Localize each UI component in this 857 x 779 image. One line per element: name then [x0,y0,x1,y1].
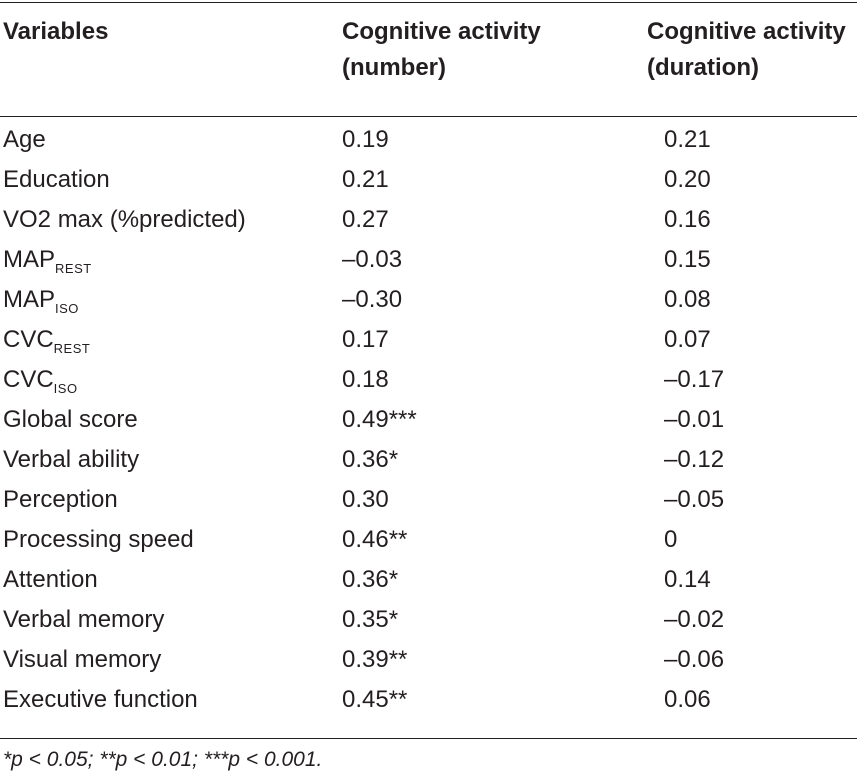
header-cognitive-number-line1: Cognitive activity [342,18,541,45]
variable-name: VO2 max (%predicted) [3,206,246,233]
variable-subscript: REST [53,341,91,356]
variable-name: Processing speed [3,526,194,553]
cell-duration: 0.20 [664,166,711,193]
cell-variable: Age [3,120,46,160]
cell-number: 0.19 [342,126,389,153]
table-row: Visual memory 0.39** –0.06 [0,640,857,680]
cell-variable: Education [3,160,110,200]
cell-number: 0.36* [342,566,399,593]
variable-name: MAP [3,246,56,273]
cell-number: 0.36* [342,446,399,473]
header-cognitive-number-line2: (number) [342,54,446,81]
table-row: Verbal memory 0.35* –0.02 [0,600,857,640]
cell-duration: –0.17 [664,366,725,393]
variable-name: Global score [3,406,138,433]
header-rule [0,116,857,117]
table-footnote: *p < 0.05; **p < 0.01; ***p < 0.001. [3,748,323,771]
header-cognitive-number: Cognitive activity (number) [342,14,541,86]
cell-duration: –0.06 [664,646,725,673]
variable-name: CVC [3,326,54,353]
cell-number: –0.03 [342,246,403,273]
table-row: MAPISO –0.30 0.08 [0,280,857,320]
table-row: MAPREST –0.03 0.15 [0,240,857,280]
cell-variable: Processing speed [3,520,194,560]
variable-subscript: ISO [53,381,78,396]
cell-variable: Perception [3,480,118,520]
table-row: Attention 0.36* 0.14 [0,560,857,600]
cell-duration: –0.12 [664,446,725,473]
table-row: Verbal ability 0.36* –0.12 [0,440,857,480]
cell-duration: 0 [664,526,678,553]
variable-name: MAP [3,286,56,313]
table-row: Processing speed 0.46** 0 [0,520,857,560]
cell-number: 0.21 [342,166,389,193]
top-rule [0,2,857,3]
cell-variable: Global score [3,400,138,440]
cell-number: –0.30 [342,286,403,313]
cell-number: 0.17 [342,326,389,353]
cell-duration: 0.14 [664,566,711,593]
cell-number: 0.39** [342,646,408,673]
cell-duration: 0.08 [664,286,711,313]
cell-duration: –0.05 [664,486,725,513]
cell-number: 0.30 [342,486,389,513]
table-body: Age 0.19 0.21 Education 0.21 0.20 VO2 max (%pr… [0,120,857,720]
table-row: CVCREST 0.17 0.07 [0,320,857,360]
table-header: Variables Cognitive activity (number) Co… [0,14,857,104]
table-row: CVCISO 0.18 –0.17 [0,360,857,400]
variable-name: CVC [3,366,54,393]
cell-number: 0.49*** [342,406,417,433]
variable-name: Age [3,126,46,153]
variable-name: Verbal memory [3,606,165,633]
cell-number: 0.45** [342,686,408,713]
cell-duration: –0.02 [664,606,725,633]
cell-variable: CVCISO [3,360,78,400]
bottom-rule [0,738,857,739]
header-variables-label: Variables [3,18,109,45]
cell-duration: 0.07 [664,326,711,353]
variable-subscript: ISO [55,301,79,316]
header-cognitive-duration-line1: Cognitive activity [647,18,846,45]
cell-number: 0.35* [342,606,399,633]
cell-variable: Verbal memory [3,600,164,640]
table-row: Perception 0.30 –0.05 [0,480,857,520]
cell-duration: 0.16 [664,206,711,233]
cell-number: 0.27 [342,206,389,233]
header-cognitive-duration: Cognitive activity (duration) [647,14,846,86]
cell-variable: Visual memory [3,640,161,680]
cell-variable: MAPREST [3,240,92,280]
cell-variable: CVCREST [3,320,90,360]
cell-number: 0.46** [342,526,408,553]
header-variables: Variables [3,14,108,50]
cell-variable: Verbal ability [3,440,139,480]
table-row: Executive function 0.45** 0.06 [0,680,857,720]
table-row: Education 0.21 0.20 [0,160,857,200]
cell-variable: VO2 max (%predicted) [3,200,246,240]
header-cognitive-duration-line2: (duration) [647,54,759,81]
variable-subscript: REST [55,261,92,276]
variable-name: Education [3,166,110,193]
cell-duration: 0.21 [664,126,711,153]
table-row: Age 0.19 0.21 [0,120,857,160]
table-row: Global score 0.49*** –0.01 [0,400,857,440]
variable-name: Verbal ability [3,446,140,473]
variable-name: Executive function [3,686,198,713]
cell-variable: MAPISO [3,280,79,320]
cell-variable: Attention [3,560,98,600]
cell-duration: –0.01 [664,406,725,433]
variable-name: Attention [3,566,98,593]
cell-duration: 0.15 [664,246,711,273]
cell-duration: 0.06 [664,686,711,713]
variable-name: Visual memory [3,646,162,673]
variable-name: Perception [3,486,118,513]
table-row: VO2 max (%predicted) 0.27 0.16 [0,200,857,240]
cell-variable: Executive function [3,680,198,720]
cell-number: 0.18 [342,366,389,393]
